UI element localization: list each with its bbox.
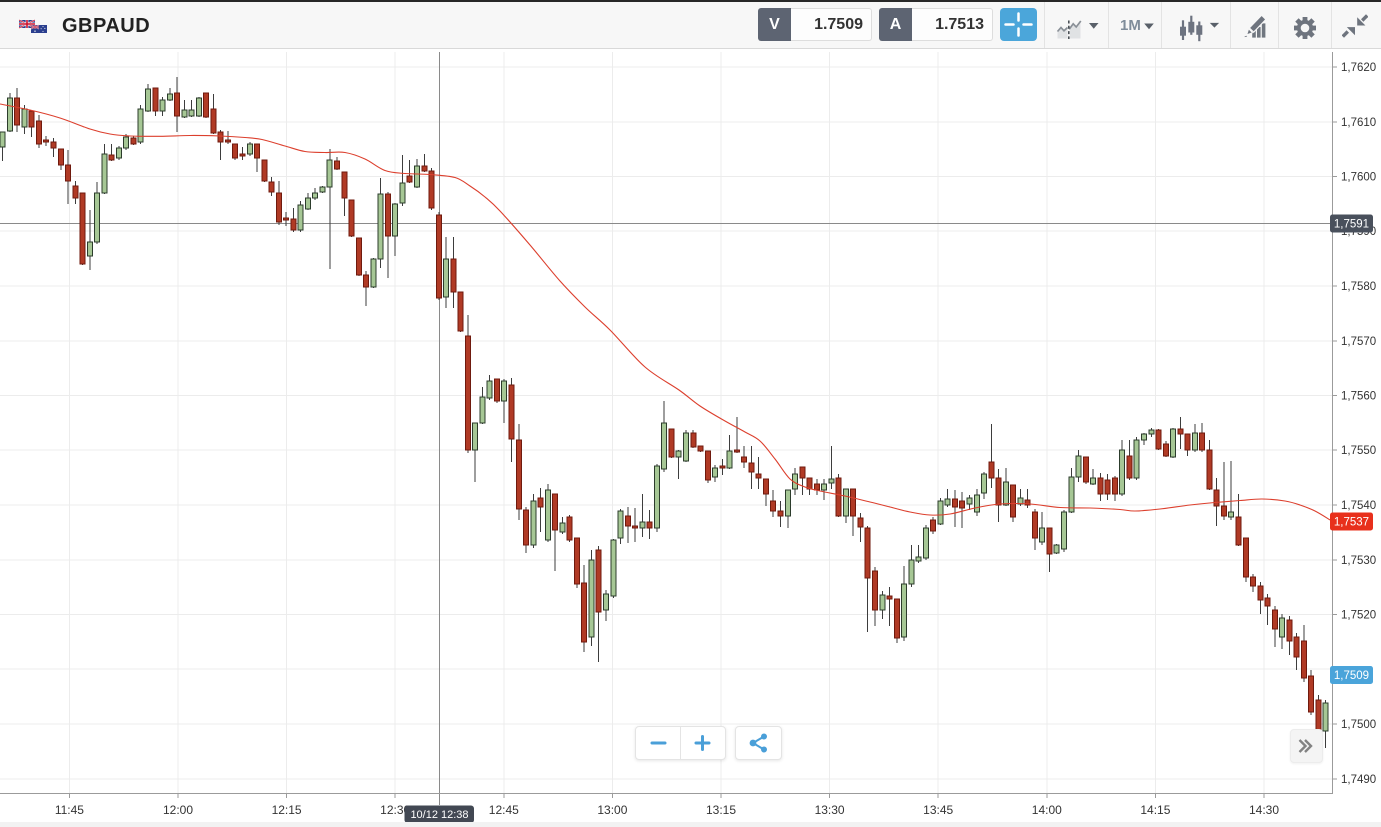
svg-text:12:00: 12:00 <box>163 803 193 817</box>
svg-text:1,7500: 1,7500 <box>1341 719 1376 731</box>
svg-text:10/12 12:38: 10/12 12:38 <box>410 809 468 821</box>
svg-text:12:45: 12:45 <box>489 803 519 817</box>
svg-text:1,7509: 1,7509 <box>1334 670 1369 682</box>
svg-text:1,7620: 1,7620 <box>1341 62 1376 74</box>
svg-text:1,7550: 1,7550 <box>1341 445 1376 457</box>
svg-text:1,7580: 1,7580 <box>1341 281 1376 293</box>
svg-text:1,7591: 1,7591 <box>1334 219 1369 231</box>
svg-text:1,7600: 1,7600 <box>1341 172 1376 184</box>
svg-text:11:45: 11:45 <box>55 803 84 817</box>
svg-text:13:30: 13:30 <box>815 803 845 817</box>
svg-text:13:45: 13:45 <box>923 803 953 817</box>
svg-text:1,7490: 1,7490 <box>1341 774 1376 786</box>
svg-text:1,7520: 1,7520 <box>1341 610 1376 622</box>
svg-text:1,7560: 1,7560 <box>1341 391 1376 403</box>
svg-text:1,7540: 1,7540 <box>1341 500 1376 512</box>
svg-text:13:00: 13:00 <box>597 803 627 817</box>
svg-text:14:30: 14:30 <box>1249 803 1279 817</box>
svg-text:1,7610: 1,7610 <box>1341 117 1376 129</box>
svg-text:1,7570: 1,7570 <box>1341 336 1376 348</box>
svg-text:1,7530: 1,7530 <box>1341 555 1376 567</box>
svg-text:1,7537: 1,7537 <box>1334 517 1369 529</box>
svg-text:14:15: 14:15 <box>1140 803 1170 817</box>
svg-text:14:00: 14:00 <box>1032 803 1062 817</box>
svg-text:13:15: 13:15 <box>706 803 736 817</box>
svg-text:12:30: 12:30 <box>380 803 410 817</box>
svg-text:12:15: 12:15 <box>272 803 302 817</box>
